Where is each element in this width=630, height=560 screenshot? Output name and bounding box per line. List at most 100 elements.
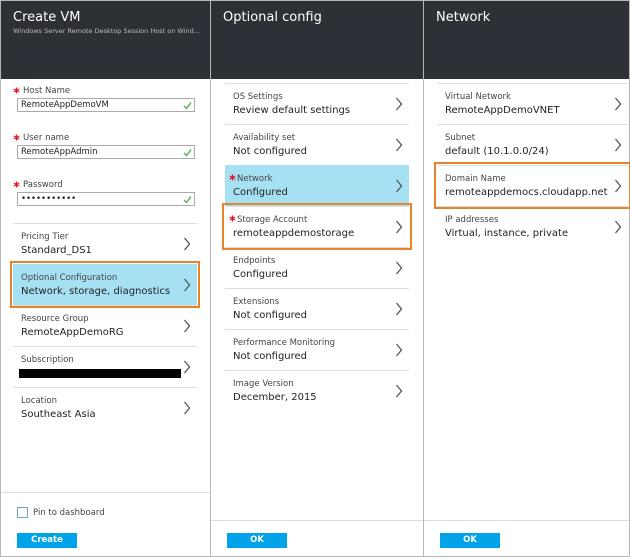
- chevron: [615, 179, 622, 193]
- item-label: Extensions: [233, 297, 280, 307]
- blade-item[interactable]: Availability set Not configured: [225, 124, 409, 165]
- chevron: [396, 138, 403, 152]
- chevron: [184, 319, 191, 333]
- item-value: Network, storage, diagnostics: [21, 286, 171, 297]
- item-value: Configured: [233, 269, 288, 280]
- field-label: User name: [23, 133, 70, 143]
- blade-item[interactable]: Subnet default (10.1.0.0/24): [437, 124, 628, 165]
- text-input[interactable]: RemoteAppDemoVM: [17, 98, 195, 112]
- chevron: [396, 384, 403, 398]
- input-value: RemoteAppDemoVM: [21, 100, 109, 110]
- item-label: IP addresses: [445, 215, 499, 225]
- item-label: Endpoints: [233, 256, 276, 266]
- blade-item[interactable]: Storage Account remoteappdemostorage: [222, 203, 412, 250]
- required-marker: [13, 87, 20, 94]
- chevron: [396, 179, 403, 193]
- blade-item[interactable]: Extensions Not configured: [225, 288, 409, 329]
- chevron: [396, 97, 403, 111]
- input-value: RemoteAppAdmin: [21, 147, 98, 157]
- item-label: OS Settings: [233, 92, 283, 102]
- blade-item[interactable]: OS Settings Review default settings: [225, 83, 409, 124]
- chevron: [396, 261, 403, 275]
- chevron: [396, 302, 403, 316]
- field-label: Password: [23, 180, 63, 190]
- text-input[interactable]: •••••••••••: [17, 192, 195, 206]
- item-label: Network: [237, 174, 273, 184]
- chevron: [184, 237, 191, 251]
- blade: Create VM Windows Server Remote Desktop S…: [0, 0, 211, 557]
- footer-separator: [424, 520, 629, 521]
- blade-item[interactable]: Resource Group RemoteAppDemoRG: [13, 305, 197, 346]
- item-label: Storage Account: [237, 215, 308, 225]
- item-value: remoteappdemostorage: [233, 228, 355, 239]
- chevron: [615, 220, 622, 234]
- required-marker: [13, 181, 20, 188]
- blade-item[interactable]: Endpoints Configured: [225, 247, 409, 288]
- valid-check: [183, 196, 192, 204]
- primary-button[interactable]: OK: [227, 533, 287, 548]
- item-value: Standard_DS1: [21, 245, 92, 256]
- blade-item[interactable]: Domain Name remoteappdemocs.cloudapp.net: [434, 162, 630, 209]
- redacted-value: [19, 369, 181, 378]
- item-value: Not configured: [233, 310, 308, 321]
- item-label: Optional Configuration: [21, 273, 118, 283]
- item-label: Performance Monitoring: [233, 338, 336, 348]
- item-value: default (10.1.0.0/24): [445, 146, 549, 157]
- item-label: Image Version: [233, 379, 294, 389]
- item-value: Not configured: [233, 351, 308, 362]
- chevron: [396, 343, 403, 357]
- checkbox[interactable]: [17, 507, 28, 518]
- blade-item[interactable]: Performance Monitoring Not configured: [225, 329, 409, 370]
- chevron: [184, 401, 191, 415]
- item-value: remoteappdemocs.cloudapp.net: [445, 187, 608, 198]
- blade-title: Optional config: [223, 10, 322, 25]
- blade-item[interactable]: IP addresses Virtual, instance, private: [437, 206, 628, 247]
- footer-separator: [1, 492, 210, 493]
- item-value: RemoteAppDemoRG: [21, 327, 124, 338]
- item-label: Location: [21, 396, 57, 406]
- required-marker: [229, 174, 236, 181]
- blade: Optional config OS Settings Review default…: [210, 0, 424, 557]
- input-value: •••••••••••: [21, 194, 77, 204]
- blade-item[interactable]: Virtual Network RemoteAppDemoVNET: [437, 83, 628, 124]
- blade-item[interactable]: Optional Configuration Network, storage, …: [10, 261, 200, 308]
- item-label: Pricing Tier: [21, 232, 69, 242]
- item-label: Subnet: [445, 133, 476, 143]
- chevron: [184, 278, 191, 292]
- blade-header: Create VM Windows Server Remote Desktop S…: [1, 1, 210, 79]
- required-marker: [229, 215, 236, 222]
- blade-item[interactable]: Pricing Tier Standard_DS1: [13, 223, 197, 264]
- item-label: Resource Group: [21, 314, 89, 324]
- valid-check: [183, 149, 192, 157]
- blade-header: Optional config: [211, 1, 423, 79]
- blade-header: Network: [424, 1, 629, 79]
- primary-button[interactable]: OK: [440, 533, 500, 548]
- item-value: Not configured: [233, 146, 308, 157]
- item-label: Availability set: [233, 133, 296, 143]
- chevron: [184, 360, 191, 374]
- item-value: Configured: [233, 187, 288, 198]
- blade-title: Network: [436, 10, 491, 25]
- chevron: [396, 220, 403, 234]
- item-value: Southeast Asia: [21, 409, 96, 420]
- blade-item[interactable]: Subscription: [13, 346, 197, 387]
- primary-button[interactable]: Create: [17, 533, 77, 548]
- text-input[interactable]: RemoteAppAdmin: [17, 145, 195, 159]
- required-marker: [13, 134, 20, 141]
- blade-item[interactable]: Location Southeast Asia: [13, 387, 197, 428]
- checkbox-label: Pin to dashboard: [33, 508, 105, 518]
- item-label: Virtual Network: [445, 92, 511, 102]
- blade-item[interactable]: Network Configured: [225, 165, 409, 206]
- item-value: Virtual, instance, private: [445, 228, 569, 239]
- footer-separator: [211, 520, 423, 521]
- blade-item[interactable]: Image Version December, 2015: [225, 370, 409, 411]
- item-label: Domain Name: [445, 174, 506, 184]
- item-label: Subscription: [21, 355, 74, 365]
- blade-title: Create VM: [13, 10, 81, 25]
- item-value: Review default settings: [233, 105, 351, 116]
- chevron: [615, 97, 622, 111]
- field-label: Host Name: [23, 86, 71, 96]
- item-value: December, 2015: [233, 392, 317, 403]
- blade: Network Virtual Network RemoteAppDemoVNET S…: [423, 0, 630, 557]
